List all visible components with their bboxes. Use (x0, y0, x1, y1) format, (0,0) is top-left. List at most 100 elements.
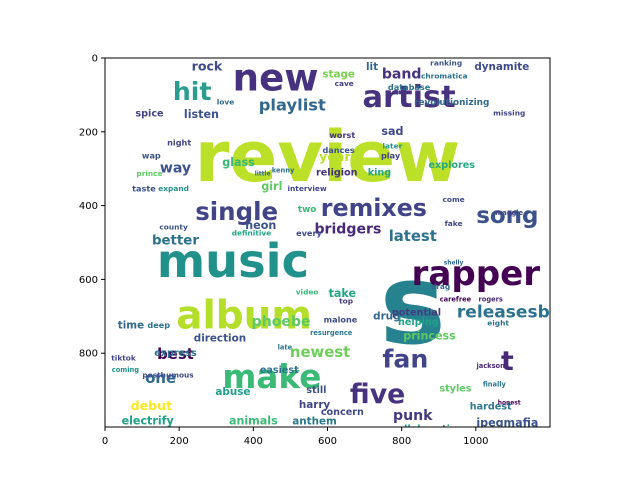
cloud-word: abuse (215, 386, 250, 398)
cloud-word: newest (290, 344, 350, 361)
cloud-word: revolutionizing (414, 98, 489, 108)
cloud-word: easiest (260, 365, 299, 376)
cloud-word: rock (192, 59, 223, 74)
word-cloud: review s new artist hit music album make single r… (111, 57, 591, 435)
cloud-word: chromatica (421, 71, 468, 80)
x-tick-label: 800 (392, 436, 411, 447)
cloud-word: malone (324, 314, 358, 324)
cloud-word: coming (112, 366, 139, 374)
cloud-word: honest (498, 400, 521, 407)
cloud-word: express (154, 348, 197, 359)
cloud-word: finally (483, 381, 507, 389)
cloud-word: dynamite (474, 61, 529, 73)
cloud-word: late (278, 344, 293, 352)
cloud-word: potential (392, 308, 441, 319)
cloud-word: interview (287, 184, 326, 193)
x-tick-label: 400 (244, 436, 263, 447)
y-tick-label: 600 (79, 275, 98, 286)
cloud-word: jackson (475, 362, 505, 370)
cloud-word: stage (322, 69, 355, 81)
cloud-word: jpegmafia (475, 416, 538, 429)
cloud-word: band (382, 67, 422, 83)
y-tick-label: 800 (79, 349, 98, 360)
axis-ticks: 0 200 400 600 800 1000 0 200 400 600 800 (79, 54, 489, 448)
cloud-word: eight (487, 319, 509, 328)
cloud-word: come (442, 195, 464, 204)
cloud-word: collaboration (392, 424, 464, 435)
cloud-word: video (296, 287, 319, 296)
cloud-word: music (157, 234, 309, 288)
cloud-word: fan (382, 345, 428, 374)
cloud-word: latest (389, 228, 437, 245)
cloud-word: county (159, 223, 188, 232)
cloud-word: artist (363, 80, 456, 115)
cloud-word: definitive (232, 228, 272, 237)
cloud-word: taste (132, 183, 156, 193)
cloud-word: playlist (259, 95, 326, 114)
cloud-word: concern (321, 407, 364, 418)
cloud-word: glass (222, 156, 255, 169)
cloud-word: rogers (478, 296, 502, 304)
cloud-word: girl (261, 180, 282, 193)
cloud-word: resurgence (310, 329, 353, 337)
cloud-word: night (167, 137, 191, 147)
cloud-word: worst (329, 130, 355, 140)
cloud-word: missing (493, 108, 525, 117)
cloud-word: little (255, 171, 271, 178)
cloud-word: kenny (272, 167, 295, 175)
x-tick-label: 200 (170, 436, 189, 447)
cloud-word: new (233, 57, 319, 100)
y-tick-label: 0 (92, 54, 98, 65)
cloud-word: lit (366, 61, 378, 73)
cloud-word: single (195, 197, 278, 226)
cloud-word: maggie (495, 209, 523, 217)
cloud-word: one (145, 370, 176, 387)
cloud-word: shelly (444, 259, 464, 266)
cloud-word: review (195, 116, 460, 198)
cloud-word: styles (439, 383, 471, 394)
cloud-word: ranking (430, 59, 462, 68)
cloud-word: rapper (412, 254, 541, 294)
cloud-word: top (339, 297, 353, 306)
cloud-word: helping (398, 317, 439, 328)
cloud-word: year (319, 149, 351, 164)
cloud-word: take (329, 287, 356, 300)
cloud-word: religion (316, 167, 358, 178)
cloud-word: explores (428, 160, 475, 171)
cloud-word: love (217, 97, 234, 106)
cloud-word: spice (135, 108, 164, 119)
x-tick-label: 0 (102, 436, 108, 447)
cloud-word: posthumous (142, 370, 194, 379)
cloud-word: direction (194, 332, 246, 344)
y-tick-label: 400 (79, 201, 98, 212)
cloud-word: play (381, 150, 401, 160)
cloud-word: album (176, 294, 312, 339)
cloud-word: deep (147, 320, 170, 330)
cloud-word: debut (131, 398, 173, 413)
cloud-word: remixes (321, 194, 427, 222)
cloud-word: princess (403, 330, 456, 343)
cloud-word: electrify (122, 414, 175, 427)
cloud-word: every (296, 228, 322, 238)
cloud-word: drag (431, 282, 450, 291)
cloud-word: hardest (470, 402, 512, 413)
cloud-word: fake (445, 219, 463, 228)
cloud-word: wap (142, 150, 161, 160)
cloud-word: hit (173, 77, 212, 106)
cloud-word: harry (299, 399, 331, 411)
cloud-word: later (383, 142, 403, 151)
cloud-word: releasesbeats (457, 303, 591, 323)
cloud-word: still (306, 385, 326, 396)
cloud-word: anthem (292, 415, 337, 427)
cloud-word: better (152, 234, 199, 249)
cloud-word: cave (335, 79, 354, 88)
cloud-word: drug (373, 310, 400, 322)
cloud-word: way (160, 161, 191, 177)
cloud-word: song (476, 203, 538, 229)
cloud-word: dances (322, 145, 354, 155)
cloud-word: time (118, 320, 144, 332)
cloud-word: neon (245, 219, 276, 232)
cloud-word: make (222, 358, 321, 396)
